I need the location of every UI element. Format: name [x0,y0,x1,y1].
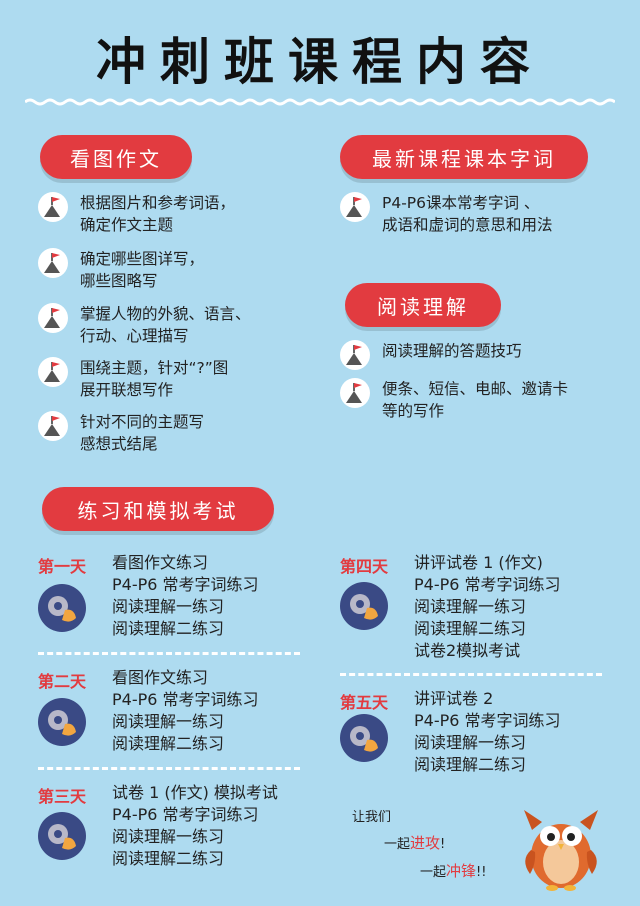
list-item: 掌握人物的外貌、语言、 行动、心理描写 [38,303,251,347]
day-line: 试卷2模拟考试 [414,641,521,660]
day-line: 阅读理解一练习 [112,597,225,616]
day-line: P4-P6 常考字词练习 [112,690,259,709]
day-line: 看图作文练习 [112,553,209,572]
list-item-line: 哪些图略写 [80,272,158,290]
list-item-line: 阅读理解的答题技巧 [382,342,522,360]
flag-icon [38,303,68,333]
list-item-line: 确定作文主题 [80,216,174,234]
dashed-divider [340,673,602,676]
day-label: 第五天 [340,693,389,712]
dumbbell-icon [38,812,86,860]
day-line: 阅读理解二练习 [414,619,527,638]
day-line: P4-P6 常考字词练习 [414,711,561,730]
cheer-line: 让我们 [352,810,392,825]
cheer-highlight: 进攻 [410,834,441,852]
day-line: P4-P6 常考字词练习 [112,575,259,594]
cheer-line: 一起进攻! [384,832,445,853]
page-title: 冲刺班课程内容 [96,33,544,91]
list-item-line: 围绕主题，针对“?”图 [80,359,229,377]
list-item: 针对不同的主题写 感想式结尾 [38,411,204,455]
day-line: 讲评试卷 1 (作文) [414,553,543,572]
cheer-line: 一起冲锋!! [420,860,486,881]
list-item: P4-P6课本常考字词 、成语和虚词的意思和用法 [340,192,553,236]
day-line: 阅读理解二练习 [112,619,225,638]
owl-mascot-icon [524,810,598,891]
dumbbell-icon [340,582,388,630]
list-item-line: 等的写作 [382,402,445,420]
list-item-line: 成语和虚词的意思和用法 [382,216,553,234]
day-label: 第一天 [38,557,87,576]
day-label: 第三天 [38,787,87,806]
flag-icon [38,411,68,441]
day-line: 试卷 1 (作文) 模拟考试 [112,783,278,802]
dumbbell-icon [340,714,388,762]
day-line: 阅读理解一练习 [414,733,527,752]
list-item-line: 根据图片和参考词语， [80,194,236,212]
section-heading-vocab: 最新课程课本字词 [340,135,588,179]
day-line: 阅读理解一练习 [414,597,527,616]
cheer-text: 一起 [420,865,447,880]
list-item-line: 行动、心理描写 [80,327,189,345]
flag-icon [340,340,370,370]
flag-icon [38,357,68,387]
list-item-line: 展开联想写作 [80,381,174,399]
section-heading-writing: 看图作文 [40,135,192,179]
day-label: 第二天 [38,672,87,691]
day-line: P4-P6 常考字词练习 [112,805,259,824]
day-label: 第四天 [340,557,389,576]
section-heading-reading: 阅读理解 [345,283,501,327]
day-line: 阅读理解二练习 [112,734,225,753]
list-item: 确定哪些图详写， 哪些图略写 [38,248,204,292]
cheer-text: ! [440,837,446,852]
flag-icon [38,192,68,222]
list-item-line: 针对不同的主题写 [80,413,205,431]
flag-icon [38,248,68,278]
dumbbell-icon [38,698,86,746]
section-heading-practice: 练习和模拟考试 [42,487,274,531]
cheer-text: 一起 [384,837,411,852]
list-item-line: P4-P6课本常考字词 、 [382,194,540,212]
flag-icon [340,378,370,408]
day-line: 阅读理解一练习 [112,827,225,846]
day-line: 讲评试卷 2 [414,689,494,708]
day-line: 阅读理解二练习 [112,849,225,868]
wavy-divider [25,98,615,106]
flag-icon [340,192,370,222]
cheer-text: !! [476,865,487,880]
day-line: P4-P6 常考字词练习 [414,575,561,594]
list-item-line: 掌握人物的外貌、语言、 [80,305,251,323]
day-line: 阅读理解一练习 [112,712,225,731]
dumbbell-icon [38,584,86,632]
list-item-line: 感想式结尾 [80,435,158,453]
day-line: 看图作文练习 [112,668,209,687]
list-item-line: 便条、短信、电邮、邀请卡 [382,380,569,398]
list-item: 阅读理解的答题技巧 [340,340,522,370]
list-item-line: 确定哪些图详写， [80,250,205,268]
list-item: 根据图片和参考词语， 确定作文主题 [38,192,235,236]
cheer-highlight: 冲锋 [446,862,477,880]
dashed-divider [38,652,300,655]
list-item: 围绕主题，针对“?”图 展开联想写作 [38,357,228,401]
dashed-divider [38,767,300,770]
list-item: 便条、短信、电邮、邀请卡 等的写作 [340,378,568,422]
day-line: 阅读理解二练习 [414,755,527,774]
